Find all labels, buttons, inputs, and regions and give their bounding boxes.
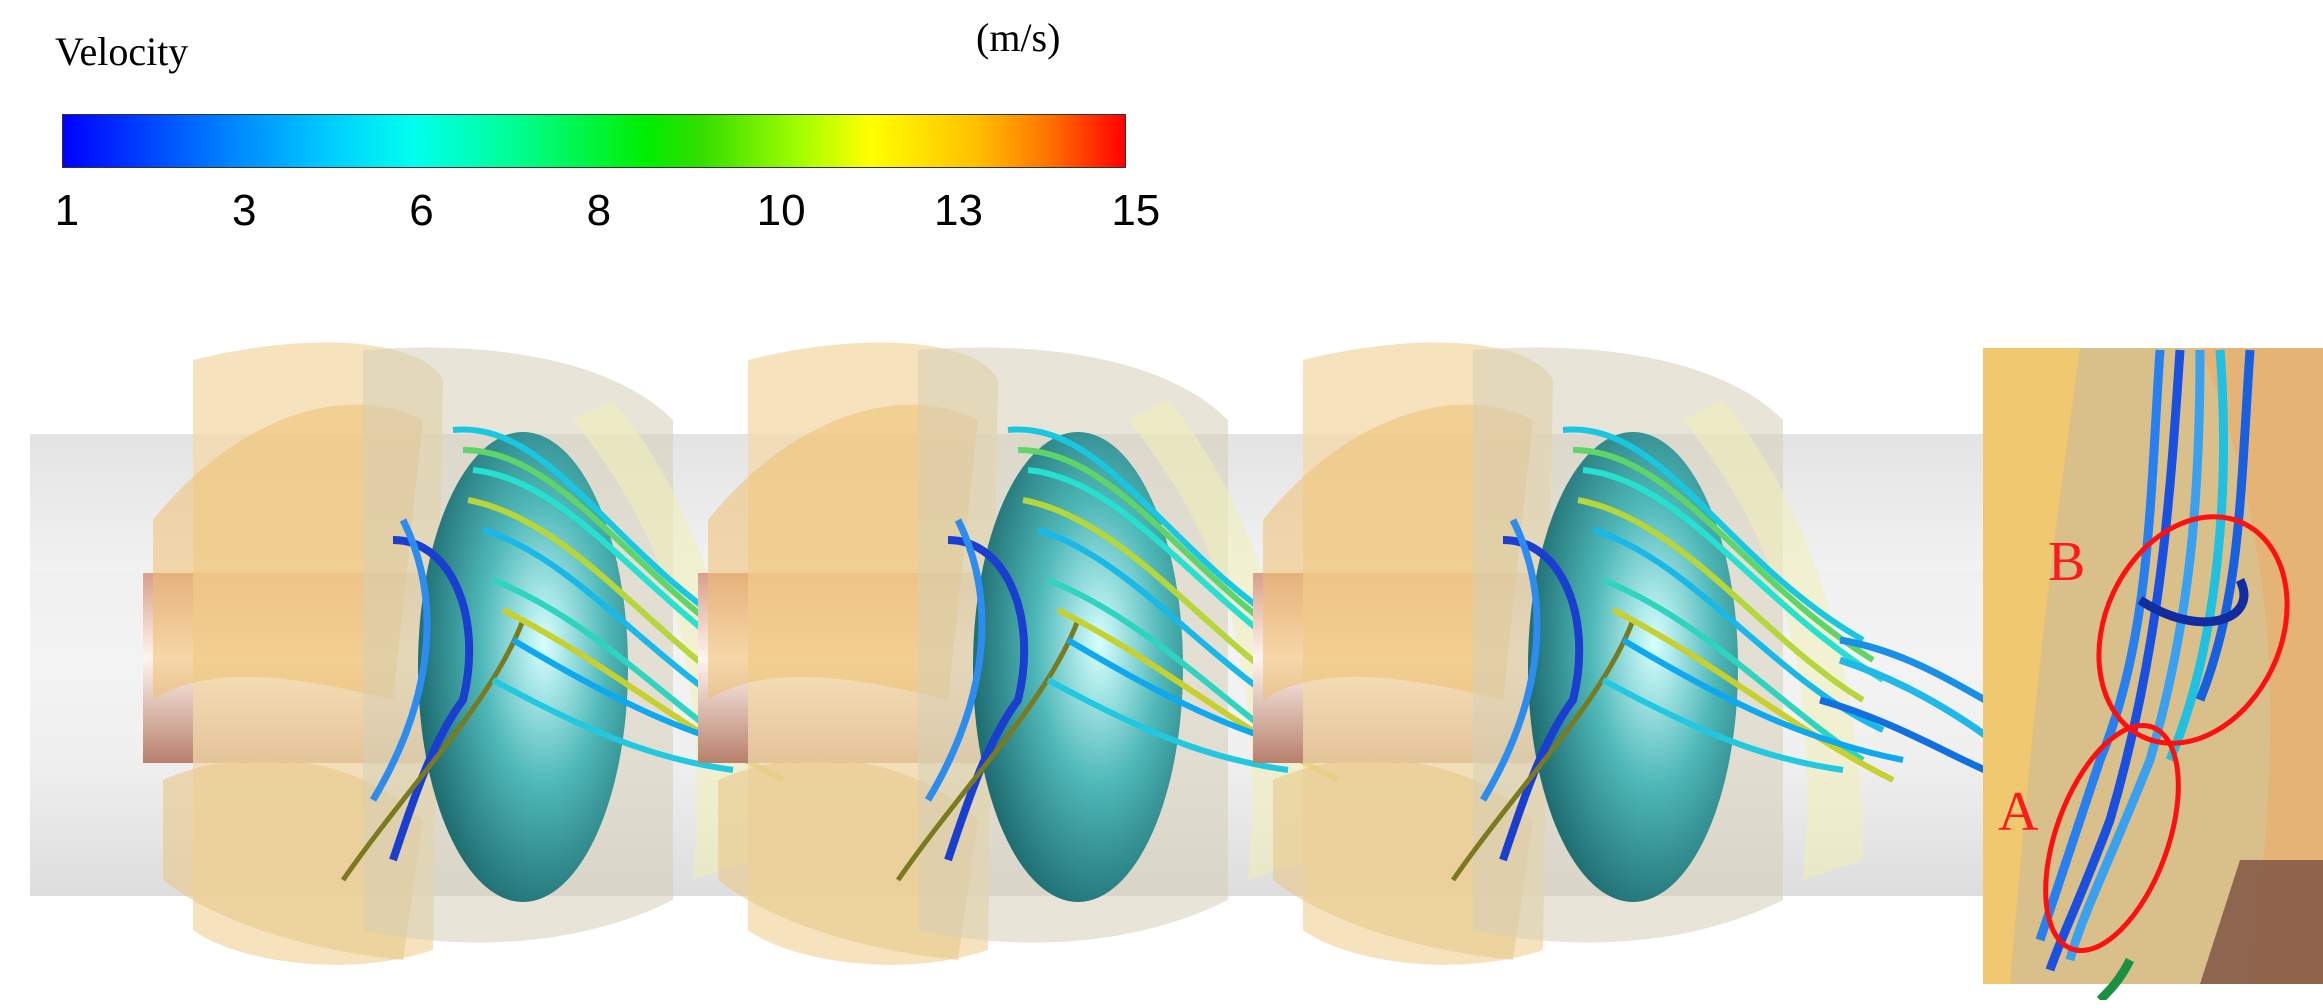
colorbar-tick-label: 1: [54, 186, 80, 235]
inset: B A: [1983, 348, 2323, 1000]
inset-blade: [2200, 348, 2323, 984]
colorbar-tick-label: 3: [231, 186, 257, 235]
region-a-outline: [2043, 722, 2181, 954]
legend-unit: (m/s): [976, 15, 1061, 60]
colorbar: [62, 114, 1126, 168]
colorbar-tick-label: 10: [756, 186, 806, 235]
colorbar-tick-label: 8: [586, 186, 612, 235]
colorbar-tick-label: 13: [933, 186, 983, 235]
outlet-streamlines: [1819, 636, 1988, 774]
legend-title: Velocity: [55, 29, 189, 74]
colorbar-tick-label: 6: [409, 186, 434, 235]
region-b-label: B: [2048, 531, 2085, 593]
region-a-label: A: [1998, 781, 2039, 843]
inset-shadow: [2200, 860, 2323, 984]
inset-blade: [1983, 348, 2080, 984]
flow-render: B A: [30, 340, 2323, 1000]
region-b-outline: [2096, 514, 2290, 746]
colorbar-ticks: 1 3 6 8 10 13 15: [55, 186, 1161, 236]
colorbar-tick-label: 15: [1111, 186, 1161, 235]
